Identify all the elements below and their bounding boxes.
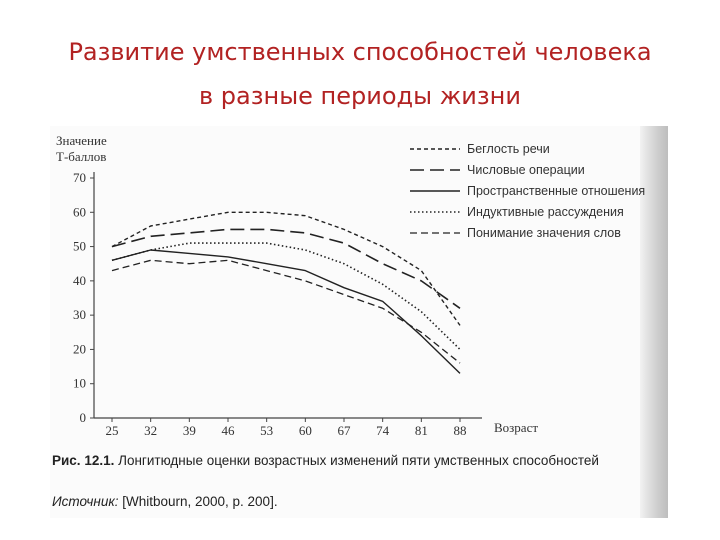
y-tick-label: 30 <box>73 307 86 322</box>
x-tick-label: 25 <box>106 423 119 438</box>
chart-axes: 70 60 50 40 30 20 10 0 25 32 39 46 53 60 67 74 81 88 <box>73 170 482 438</box>
y-tick-label: 60 <box>73 204 86 219</box>
y-tick-label: 70 <box>73 170 86 185</box>
slide-title-line2: в разные периоды жизни <box>199 82 521 110</box>
slide-title-line1: Развитие умственных способностей человек… <box>68 38 652 66</box>
series-line-3 <box>111 249 461 374</box>
x-axis-title: Возраст <box>494 420 538 435</box>
x-tick-label: 81 <box>415 423 428 438</box>
series-line-4 <box>111 242 461 350</box>
x-tick-label: 46 <box>222 423 236 438</box>
series-line-1 <box>111 211 461 326</box>
series-line-5 <box>111 259 461 364</box>
y-tick-label: 50 <box>73 239 86 254</box>
figure-source: Источник: [Whitbourn, 2000, p. 200]. <box>52 494 612 509</box>
chart-legend: Беглость речи Числовые операции Пространст… <box>410 142 645 240</box>
y-tick-label: 10 <box>73 376 86 391</box>
chart-series <box>111 211 461 374</box>
legend-label-3: Пространственные отношения <box>467 184 645 198</box>
series-line-2 <box>111 228 461 309</box>
y-tick-label: 20 <box>73 341 86 356</box>
legend-label-4: Индуктивные рассуждения <box>467 205 624 219</box>
x-tick-label: 53 <box>260 423 273 438</box>
scanned-figure <box>50 126 668 518</box>
x-tick-label: 60 <box>299 423 312 438</box>
x-tick-label: 39 <box>183 423 196 438</box>
scan-page-edge <box>640 126 668 518</box>
y-tick-label: 40 <box>73 273 86 288</box>
x-tick-label: 67 <box>338 423 352 438</box>
y-tick-label: 0 <box>80 410 87 425</box>
figure-label: Рис. 12.1. <box>52 453 115 468</box>
y-axis-title-line2: Т-баллов <box>56 149 106 164</box>
legend-label-5: Понимание значения слов <box>467 226 621 240</box>
legend-label-2: Числовые операции <box>467 163 585 177</box>
figure-caption-text: Лонгитюдные оценки возрастных изменений … <box>118 453 599 468</box>
x-tick-label: 88 <box>454 423 467 438</box>
figure-caption: Рис. 12.1. Лонгитюдные оценки возрастных… <box>52 452 612 469</box>
y-axis-title-line1: Значение <box>56 133 107 148</box>
x-tick-label: 74 <box>376 423 390 438</box>
source-text: [Whitbourn, 2000, p. 200]. <box>122 494 278 509</box>
slide-title: Развитие умственных способностей человек… <box>0 30 720 118</box>
legend-label-1: Беглость речи <box>467 142 550 156</box>
source-label: Источник: <box>52 494 119 509</box>
x-tick-label: 32 <box>144 423 157 438</box>
